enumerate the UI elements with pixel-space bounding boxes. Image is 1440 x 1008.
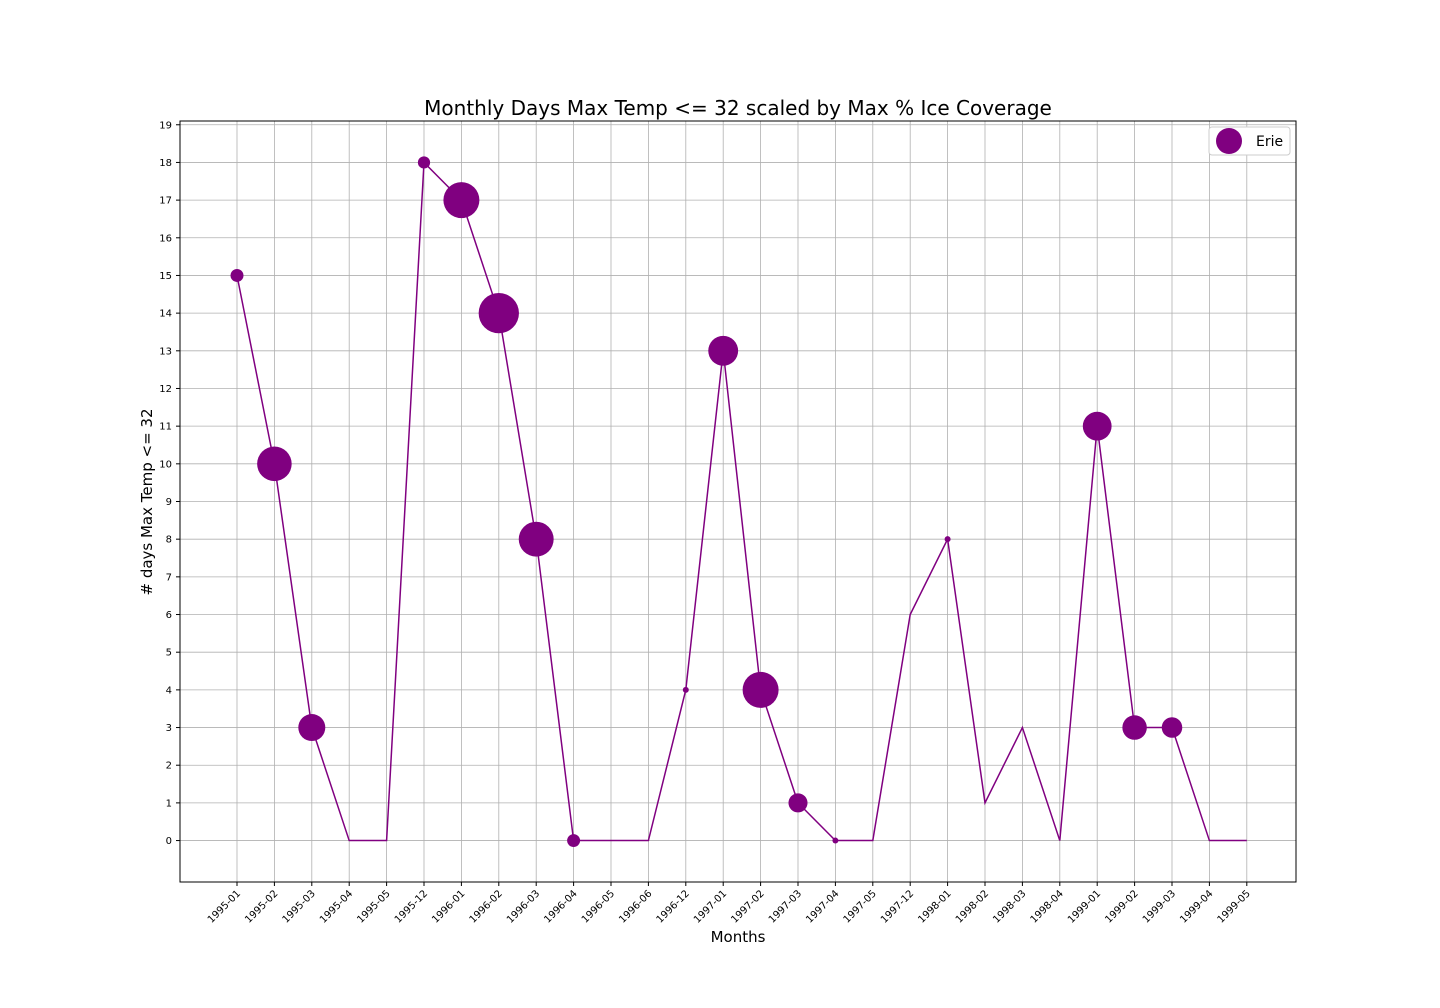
y-tick-label: 13 <box>159 346 172 357</box>
y-tick-label: 3 <box>166 723 172 734</box>
y-tick-label: 15 <box>159 271 172 282</box>
y-axis-label: # days Max Temp <= 32 <box>138 408 156 595</box>
y-tick-label: 19 <box>159 120 172 131</box>
x-tick-label: 1997-02 <box>729 888 766 925</box>
series-line <box>236 160 1247 842</box>
x-tick-label: 1997-05 <box>842 888 879 925</box>
legend: Erie <box>1208 126 1291 156</box>
y-tick-label: 16 <box>159 233 172 244</box>
x-tick-label: 1997-03 <box>767 888 804 925</box>
y-tick-label: 14 <box>159 309 172 320</box>
y-tick-label: 7 <box>166 572 172 583</box>
data-point <box>1082 411 1112 441</box>
y-tick-label: 17 <box>159 196 172 207</box>
data-point <box>257 446 292 482</box>
x-tick-label: 1998-03 <box>991 888 1028 925</box>
y-tick-label: 4 <box>166 685 172 696</box>
x-tick-label: 1999-02 <box>1103 888 1140 925</box>
data-point <box>298 714 326 742</box>
x-tick-label: 1997-01 <box>692 888 729 925</box>
x-tick-label: 1999-04 <box>1178 888 1215 925</box>
x-tick-label: 1996-02 <box>468 888 505 925</box>
y-tick-label: 5 <box>166 648 172 659</box>
y-tick-label: 8 <box>166 535 172 546</box>
x-tick-label: 1995-05 <box>355 888 392 925</box>
x-tick-label: 1995-01 <box>206 888 243 925</box>
x-tick-label: 1999-01 <box>1066 888 1103 925</box>
x-tick-label: 1996-06 <box>617 888 654 925</box>
y-tick-label: 6 <box>166 610 172 621</box>
legend-label-erie: Erie <box>1256 134 1283 150</box>
data-point <box>567 834 581 848</box>
data-point <box>742 671 779 708</box>
data-point <box>788 793 808 813</box>
x-tick-label: 1996-03 <box>505 888 542 925</box>
x-axis: 1995-01 1995-02 1995-03 1995-04 1995-05 1995-… <box>206 882 1253 926</box>
data-point <box>682 686 689 693</box>
y-tick-label: 18 <box>159 158 172 169</box>
data-point <box>944 536 951 543</box>
x-tick-label: 1995-12 <box>393 888 430 925</box>
data-point <box>518 521 554 557</box>
legend-marker <box>1216 128 1242 154</box>
x-tick-label: 1999-03 <box>1141 888 1178 925</box>
y-tick-label: 1 <box>166 798 172 809</box>
grid <box>180 121 1296 882</box>
data-point <box>1122 715 1147 740</box>
x-tick-label: 1998-02 <box>954 888 991 925</box>
x-axis-label: Months <box>711 928 766 946</box>
y-tick-label: 9 <box>166 497 172 508</box>
x-tick-label: 1996-04 <box>542 888 579 925</box>
data-point <box>443 182 480 219</box>
x-tick-label: 1996-01 <box>430 888 467 925</box>
chart-title: Monthly Days Max Temp <= 32 scaled by Ma… <box>424 96 1052 120</box>
x-tick-label: 1995-02 <box>243 888 280 925</box>
y-tick-label: 11 <box>159 422 172 433</box>
x-tick-label: 1995-03 <box>281 888 318 925</box>
x-tick-label: 1996-05 <box>580 888 617 925</box>
x-tick-label: 1999-05 <box>1216 888 1253 925</box>
y-tick-label: 2 <box>166 761 172 772</box>
x-tick-label: 1997-04 <box>804 888 841 925</box>
data-point <box>832 837 839 844</box>
y-tick-label: 10 <box>159 459 172 470</box>
x-tick-label: 1996-12 <box>655 888 692 925</box>
data-point <box>417 156 431 169</box>
x-tick-label: 1997-12 <box>879 888 916 925</box>
x-tick-label: 1998-01 <box>916 888 953 925</box>
data-point <box>1161 717 1183 738</box>
x-tick-label: 1995-04 <box>318 888 355 925</box>
x-tick-label: 1998-04 <box>1029 888 1066 925</box>
y-tick-label: 12 <box>159 384 172 395</box>
data-point <box>478 292 519 334</box>
data-point <box>230 268 244 282</box>
series-erie <box>230 156 1247 848</box>
y-tick-label: 0 <box>166 836 172 847</box>
data-point <box>708 335 739 366</box>
